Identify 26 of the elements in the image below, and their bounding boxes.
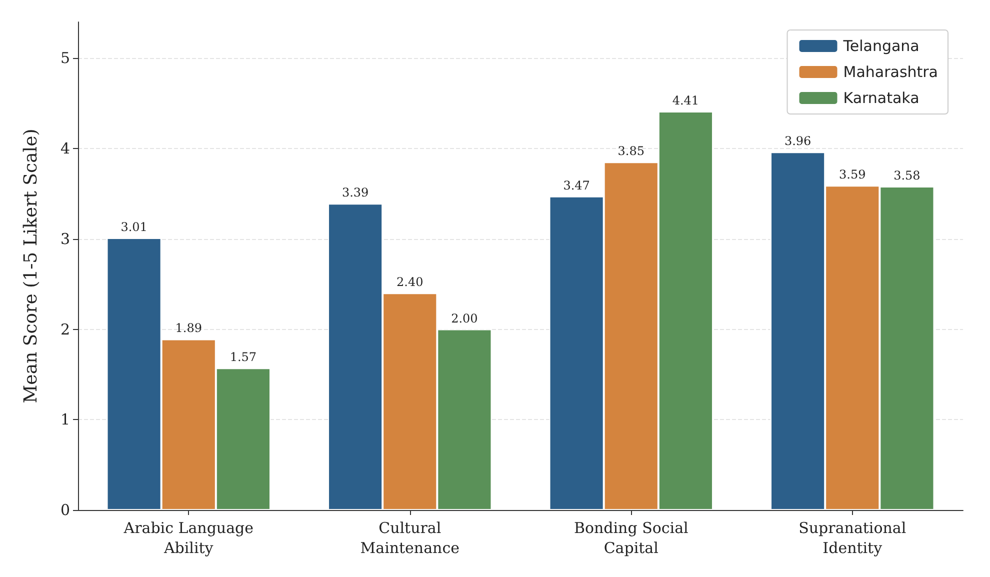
y-tick-label: 5 xyxy=(60,49,70,68)
data-label: 3.59 xyxy=(839,168,866,182)
y-tick-label: 4 xyxy=(60,140,70,158)
data-label: 1.89 xyxy=(175,321,202,336)
data-label: 4.41 xyxy=(672,93,700,108)
y-tick-label: 3 xyxy=(60,230,70,248)
data-label: 3.47 xyxy=(563,178,590,192)
data-label: 3.39 xyxy=(342,186,369,200)
legend-label: Telangana xyxy=(842,37,920,55)
legend-label: Karnataka xyxy=(843,89,920,107)
legend-label: Maharashtra xyxy=(843,63,938,81)
data-label: 1.57 xyxy=(230,350,257,364)
x-tick-label: Cultural Maintenance xyxy=(360,519,460,557)
y-axis-title: Mean Score (1-5 Likert Scale) xyxy=(20,128,42,404)
data-label: 3.58 xyxy=(894,168,920,182)
y-tick-label: 2 xyxy=(60,320,70,338)
x-tick-label: Supranational Identity xyxy=(798,519,906,557)
y-tick-label: 0 xyxy=(60,501,70,519)
y-tick-label: 1 xyxy=(60,410,70,429)
data-label: 2.40 xyxy=(396,275,424,290)
data-label: 2.00 xyxy=(451,311,478,326)
data-label: 3.01 xyxy=(120,220,148,234)
x-tick-label: Bonding Social Capital xyxy=(574,519,689,557)
data-label: 3.85 xyxy=(618,144,644,158)
data-label: 3.96 xyxy=(784,134,812,148)
x-tick-label: Arabic Language Ability xyxy=(122,519,254,557)
